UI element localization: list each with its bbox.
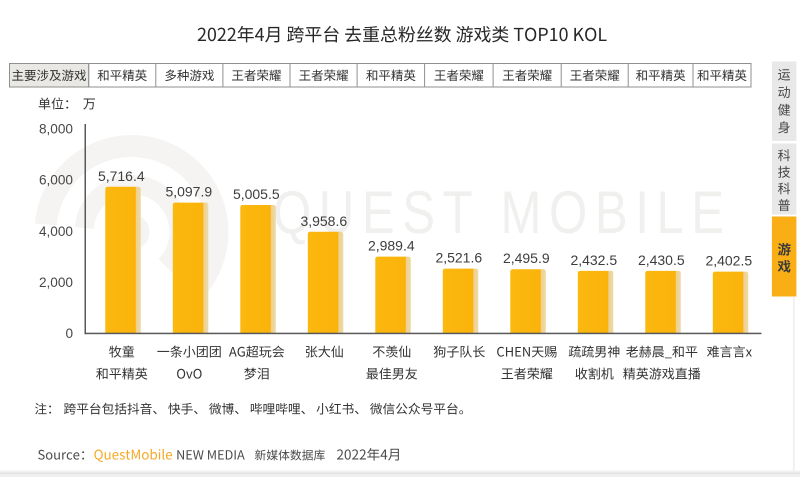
svg-text:8,000: 8,000 <box>39 122 73 137</box>
svg-text:5,097.9: 5,097.9 <box>165 184 212 200</box>
svg-text:2,430.5: 2,430.5 <box>638 252 685 268</box>
svg-text:2,000: 2,000 <box>39 275 73 290</box>
svg-text:2,521.6: 2,521.6 <box>435 250 482 266</box>
svg-text:2,989.4: 2,989.4 <box>368 238 415 254</box>
svg-text:2,495.9: 2,495.9 <box>503 250 550 266</box>
svg-text:QUEST MOBILE: QUEST MOBILE <box>273 178 732 246</box>
svg-text:5,716.4: 5,716.4 <box>98 168 145 184</box>
svg-text:2,432.5: 2,432.5 <box>570 252 617 268</box>
svg-text:3,958.6: 3,958.6 <box>300 213 347 229</box>
svg-text:4,000: 4,000 <box>39 224 73 239</box>
svg-text:2,402.5: 2,402.5 <box>705 253 752 269</box>
svg-text:6,000: 6,000 <box>39 173 73 188</box>
svg-text:5,005.5: 5,005.5 <box>233 186 280 202</box>
svg-text:0: 0 <box>65 326 73 341</box>
